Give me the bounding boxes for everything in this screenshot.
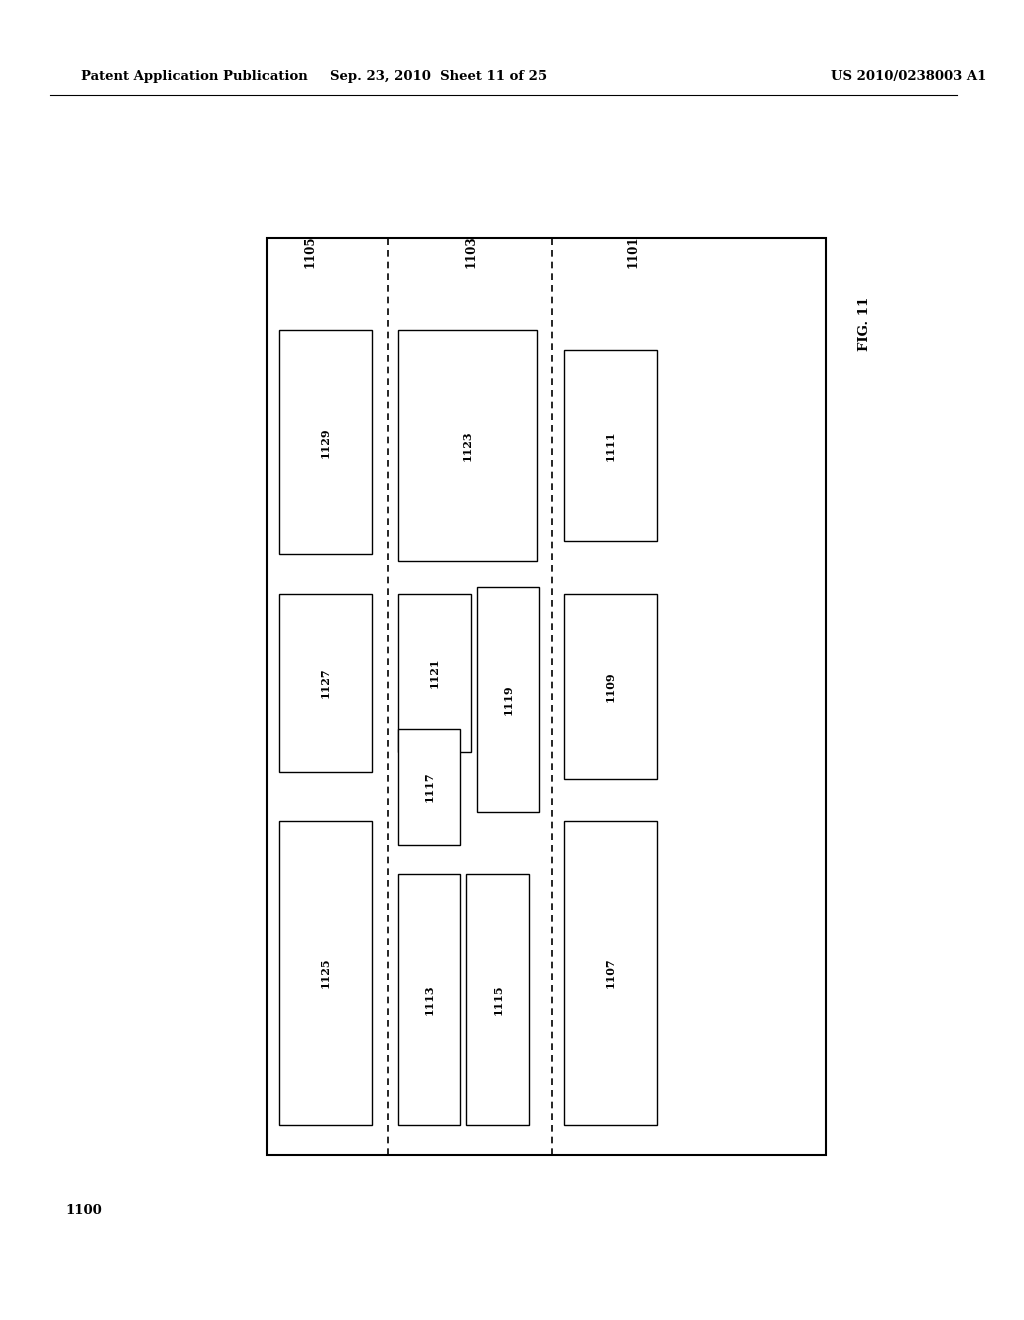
Text: 1105: 1105 <box>304 235 316 268</box>
Bar <box>467 874 529 1125</box>
Text: 1113: 1113 <box>424 983 435 1015</box>
Text: 1107: 1107 <box>605 957 616 989</box>
Text: 1123: 1123 <box>462 430 473 461</box>
Bar <box>564 350 656 541</box>
Bar <box>476 587 539 812</box>
Bar <box>280 594 372 772</box>
Text: 1119: 1119 <box>503 684 513 715</box>
Text: 1100: 1100 <box>66 1204 102 1217</box>
Bar <box>564 594 656 779</box>
Text: 1117: 1117 <box>424 771 435 803</box>
Bar <box>280 821 372 1125</box>
Text: 1127: 1127 <box>319 668 331 698</box>
Text: 1109: 1109 <box>605 671 616 702</box>
Text: 1115: 1115 <box>493 983 503 1015</box>
Text: 1111: 1111 <box>605 430 616 461</box>
Bar <box>398 729 461 845</box>
Bar <box>398 874 461 1125</box>
Bar <box>280 330 372 554</box>
Text: 1101: 1101 <box>627 235 639 268</box>
Text: Sep. 23, 2010  Sheet 11 of 25: Sep. 23, 2010 Sheet 11 of 25 <box>330 70 547 83</box>
Text: 1125: 1125 <box>319 957 331 989</box>
Text: 1121: 1121 <box>429 657 439 689</box>
Bar <box>564 821 656 1125</box>
Text: 1103: 1103 <box>465 235 478 268</box>
Text: 1129: 1129 <box>319 426 331 458</box>
Text: US 2010/0238003 A1: US 2010/0238003 A1 <box>831 70 986 83</box>
Bar <box>267 238 826 1155</box>
Text: Patent Application Publication: Patent Application Publication <box>81 70 307 83</box>
Bar <box>398 594 470 752</box>
Text: FIG. 11: FIG. 11 <box>858 296 871 351</box>
Bar <box>398 330 537 561</box>
